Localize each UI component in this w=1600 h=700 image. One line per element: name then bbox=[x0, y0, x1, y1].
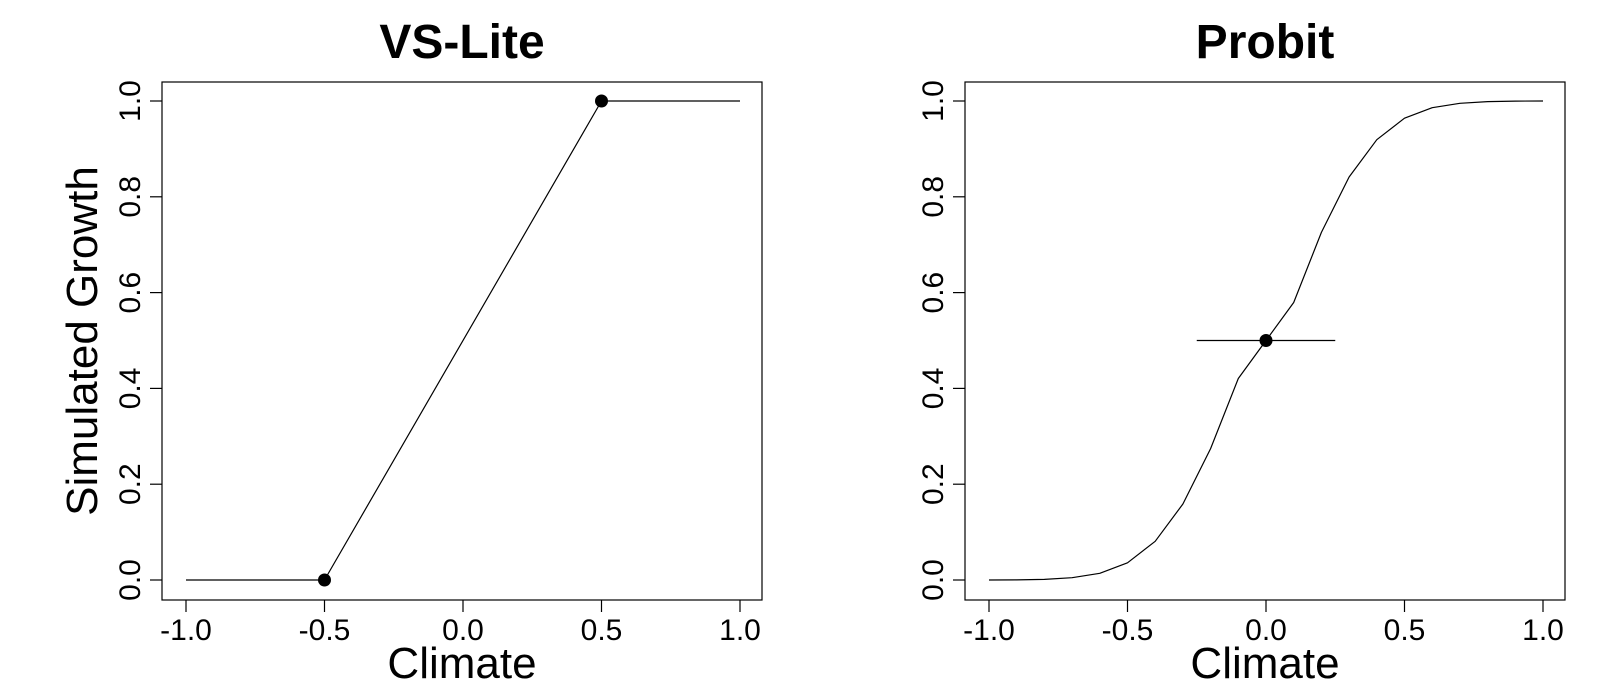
vs-lite-panel: VS-Lite 0.00.20.40.60.81.0 -1.0 -0.5 0.0 0.… bbox=[58, 16, 763, 688]
probit-y-tick-label: 0.6 bbox=[917, 272, 950, 314]
vs-lite-y-tick-label: 1.0 bbox=[114, 80, 147, 122]
probit-x-tick-label: -0.5 bbox=[1102, 614, 1154, 647]
probit-y-tick-label: 0.2 bbox=[917, 463, 950, 505]
vs-lite-x-axis: -1.0 -0.5 0.0 0.5 1.0 bbox=[160, 600, 761, 647]
probit-y-axis: 0.0 0.2 0.4 0.6 0.8 1.0 bbox=[917, 80, 965, 601]
probit-series bbox=[988, 100, 1544, 581]
probit-title: Probit bbox=[1196, 16, 1335, 69]
vs-lite-x-tick-label: 0.5 bbox=[581, 614, 623, 647]
vs-lite-y-tick-label: 0.8 bbox=[114, 176, 147, 218]
probit-y-tick-label: 0.8 bbox=[917, 176, 950, 218]
probit-x-tick-label: 1.0 bbox=[1522, 614, 1564, 647]
vs-lite-y-tick-label: 0.4 bbox=[114, 368, 147, 410]
vs-lite-plot-frame bbox=[161, 81, 763, 601]
probit-x-tick-label: 0.5 bbox=[1384, 614, 1426, 647]
vs-lite-point bbox=[595, 94, 608, 108]
vs-lite-y-axis-label: Simulated Growth bbox=[58, 166, 107, 516]
probit-x-tick-label: -1.0 bbox=[963, 614, 1015, 647]
probit-panel: Probit 0.0 0.2 0.4 0.6 0.8 1.0 -1.0 -0.5 0.0 0.5… bbox=[917, 16, 1566, 688]
vs-lite-y-tick-label: 0.6 bbox=[114, 272, 147, 314]
vs-lite-y-tick-label: 0.2 bbox=[114, 463, 147, 505]
vs-lite-x-tick-label: -1.0 bbox=[160, 614, 212, 647]
vs-lite-y-axis: 0.0 0.2 0.4 0.6 0.8 1.0 bbox=[114, 80, 162, 601]
probit-x-tick-label: 0.0 bbox=[1245, 614, 1287, 647]
vs-lite-x-tick-label: -0.5 bbox=[299, 614, 351, 647]
probit-y-tick-label: 0.4 bbox=[917, 368, 950, 410]
vs-lite-series bbox=[186, 94, 740, 587]
vs-lite-y-tick-label: 0.0 bbox=[114, 559, 147, 601]
vs-lite-x-tick-label: 0.0 bbox=[442, 614, 484, 647]
probit-x-axis-label: Climate bbox=[1190, 639, 1339, 688]
probit-plot-frame bbox=[964, 81, 1566, 601]
vs-lite-x-axis-label: Climate bbox=[387, 639, 536, 688]
probit-point bbox=[1259, 334, 1273, 347]
vs-lite-point bbox=[318, 573, 331, 587]
probit-y-tick-label: 0.0 bbox=[917, 559, 950, 601]
vs-lite-curve bbox=[186, 100, 740, 581]
vs-lite-title: VS-Lite bbox=[379, 16, 544, 69]
probit-x-axis: -1.0 -0.5 0.0 0.5 1.0 bbox=[963, 600, 1564, 647]
probit-y-tick-label: 1.0 bbox=[917, 80, 950, 122]
vs-lite-x-tick-label: 1.0 bbox=[719, 614, 761, 647]
